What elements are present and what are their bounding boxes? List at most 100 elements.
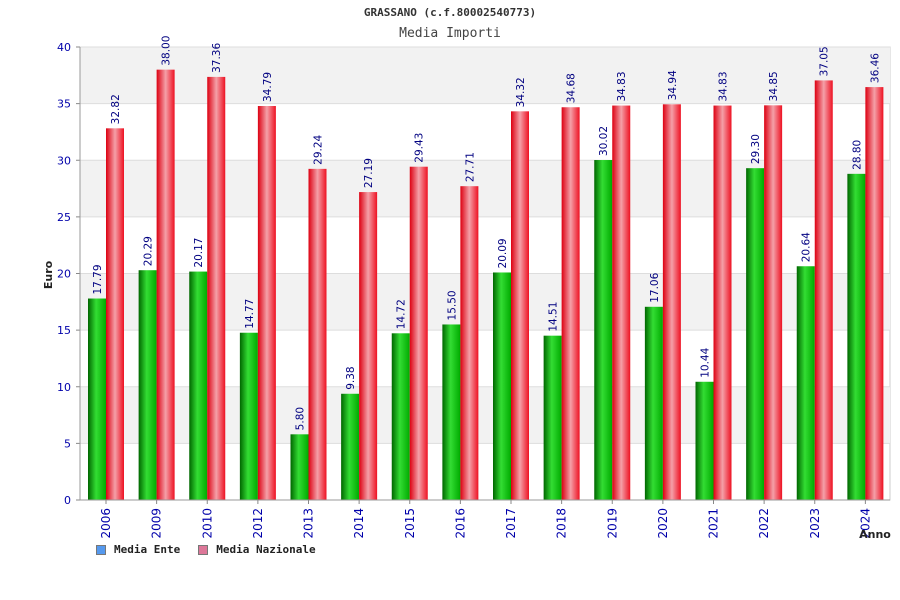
- bar-media-nazionale: [511, 111, 529, 501]
- chart-subtitle: Media Importi: [399, 26, 501, 41]
- y-tick-label: 30: [57, 154, 71, 167]
- value-label-media-nazionale: 32.82: [110, 94, 122, 124]
- bar-media-ente: [88, 298, 106, 500]
- value-label-media-ente: 5.80: [295, 407, 307, 430]
- value-label-media-ente: 10.44: [700, 347, 712, 377]
- x-tick-label: 2019: [605, 508, 619, 539]
- bar-media-nazionale: [359, 192, 378, 501]
- bar-media-nazionale: [662, 104, 681, 500]
- x-tick-label: 2015: [403, 508, 417, 539]
- bar-media-ente: [239, 332, 258, 500]
- x-tick-label: 2017: [504, 508, 518, 539]
- y-tick-label: 10: [57, 381, 71, 394]
- bar-media-ente: [594, 160, 613, 500]
- legend-item-nazionale: Media Nazionale: [198, 543, 316, 556]
- value-label-media-ente: 9.38: [345, 366, 357, 389]
- bar-media-nazionale: [561, 107, 580, 501]
- x-tick-label: 2009: [150, 508, 164, 539]
- x-tick-label: 2018: [555, 508, 569, 539]
- chart-title: GRASSANO (c.f.80002540773): [363, 6, 537, 19]
- x-tick-label: 2024: [858, 508, 872, 539]
- bar-media-nazionale: [106, 128, 124, 500]
- value-label-media-nazionale: 34.79: [262, 72, 274, 102]
- y-tick-label: 15: [57, 324, 71, 337]
- x-tick-label: 2020: [656, 508, 670, 539]
- bar-media-nazionale: [207, 76, 226, 500]
- y-tick-label: 5: [64, 437, 71, 450]
- legend: Media Ente Media Nazionale: [96, 543, 316, 556]
- value-label-media-ente: 17.06: [649, 272, 661, 302]
- value-label-media-nazionale: 34.94: [667, 70, 679, 100]
- value-label-media-nazionale: 37.36: [211, 43, 223, 73]
- value-label-media-nazionale: 37.05: [819, 46, 831, 76]
- x-tick-label: 2023: [808, 508, 822, 539]
- bar-media-nazionale: [764, 105, 783, 500]
- value-label-media-ente: 20.64: [801, 232, 813, 262]
- x-tick-label: 2021: [707, 508, 721, 539]
- bar-media-ente: [796, 266, 815, 500]
- x-tick-label: 2014: [352, 508, 366, 539]
- bars-layer: [88, 69, 884, 501]
- bar-media-ente: [189, 271, 208, 500]
- bar-media-ente: [543, 335, 562, 500]
- legend-label-ente: Media Ente: [114, 543, 181, 556]
- x-tick-label: 2006: [99, 508, 113, 539]
- axes-layer: 0 5 10 15 20 25 30 35 40 2006 2009 2010 2012 2013 2014…: [57, 41, 890, 539]
- value-label-media-nazionale: 29.24: [313, 134, 325, 164]
- value-label-media-ente: 20.09: [497, 238, 509, 268]
- legend-label-nazionale: Media Nazionale: [216, 543, 316, 556]
- value-label-media-ente: 14.77: [244, 299, 256, 329]
- bar-media-nazionale: [308, 168, 327, 500]
- legend-swatch-nazionale: [198, 544, 209, 555]
- bar-media-ente: [847, 173, 866, 500]
- value-label-media-ente: 20.29: [143, 236, 155, 266]
- bar-media-ente: [341, 393, 360, 500]
- bar-media-nazionale: [460, 186, 479, 500]
- x-tick-label: 2010: [200, 508, 214, 539]
- value-label-media-nazionale: 34.68: [566, 73, 578, 103]
- bar-media-nazionale: [409, 166, 428, 500]
- legend-swatch-ente: [96, 544, 106, 555]
- bar-media-nazionale: [257, 106, 276, 501]
- y-tick-label: 20: [57, 268, 71, 281]
- value-label-media-ente: 29.30: [750, 134, 762, 164]
- value-label-media-nazionale: 34.85: [768, 71, 780, 101]
- value-label-media-ente: 17.79: [92, 264, 104, 294]
- bar-media-ente: [391, 333, 410, 500]
- y-tick-label: 35: [57, 98, 71, 111]
- value-labels-layer: 17.79 32.82 20.29 38.00 20.17 37.36 14.77 34.79…: [92, 36, 881, 431]
- bar-media-ente: [138, 270, 157, 500]
- legend-item-ente: Media Ente: [96, 543, 180, 556]
- value-label-media-nazionale: 36.46: [869, 53, 881, 83]
- bar-media-ente: [695, 381, 714, 500]
- value-label-media-nazionale: 29.43: [414, 133, 426, 163]
- value-label-media-nazionale: 27.19: [363, 158, 375, 188]
- x-tick-label: 2013: [302, 508, 316, 539]
- y-tick-label: 0: [64, 494, 71, 507]
- bar-media-ente: [290, 434, 309, 500]
- x-tick-label: 2022: [757, 508, 771, 539]
- value-label-media-ente: 28.80: [851, 140, 863, 170]
- bar-media-nazionale: [612, 105, 631, 501]
- x-tick-label: 2016: [453, 508, 467, 539]
- value-label-media-ente: 14.51: [548, 302, 560, 332]
- value-label-media-nazionale: 27.71: [464, 152, 476, 182]
- y-axis-label: Euro: [42, 260, 55, 289]
- bar-media-nazionale: [156, 69, 175, 501]
- y-tick-label: 25: [57, 211, 71, 224]
- bar-media-nazionale: [814, 80, 833, 500]
- bar-media-nazionale: [713, 105, 732, 501]
- value-label-media-nazionale: 34.83: [616, 71, 628, 101]
- value-label-media-ente: 30.02: [598, 126, 610, 156]
- value-label-media-nazionale: 34.83: [718, 71, 730, 101]
- y-tick-label: 40: [57, 41, 71, 54]
- bar-media-ente: [644, 306, 663, 500]
- value-label-media-ente: 15.50: [446, 290, 458, 320]
- value-label-media-nazionale: 38.00: [161, 36, 173, 66]
- bar-media-ente: [442, 324, 461, 500]
- value-label-media-ente: 20.17: [193, 238, 205, 268]
- bar-media-ente: [493, 272, 511, 500]
- value-label-media-ente: 14.72: [396, 299, 408, 329]
